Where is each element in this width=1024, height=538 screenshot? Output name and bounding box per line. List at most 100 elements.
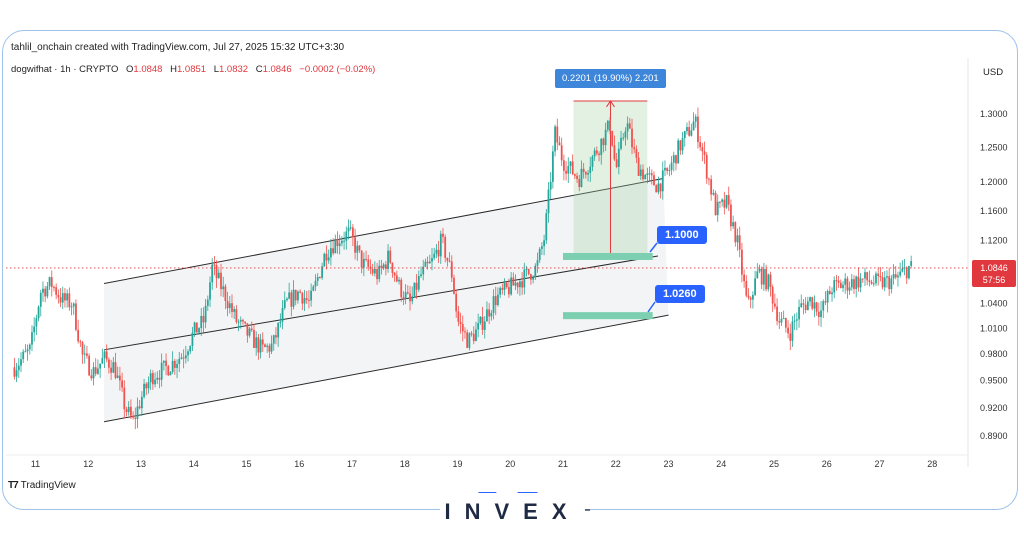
candle-body (92, 367, 95, 379)
candle-body (431, 257, 433, 262)
candle-body (259, 339, 262, 353)
candle-body (611, 130, 614, 146)
candle-body (668, 169, 671, 171)
candle-body (88, 355, 91, 376)
low-value: 1.0832 (218, 64, 249, 75)
candle-body (338, 243, 341, 247)
level-label-upper[interactable]: 1.1000 (657, 226, 707, 244)
level-label-lower[interactable]: 1.0260 (655, 285, 705, 303)
candle-body (754, 278, 756, 295)
candle-body (767, 274, 770, 290)
candle-body (620, 137, 622, 149)
candle-body (382, 264, 385, 268)
candle-body (855, 276, 858, 289)
candle-body (857, 276, 860, 288)
candle-body (837, 280, 840, 283)
candle-body (365, 258, 367, 260)
candle-body (637, 157, 640, 176)
candle-body (853, 279, 855, 289)
candle-body (422, 266, 425, 275)
symbol-label[interactable]: dogwifhat · 1h · CRYPTO (11, 64, 119, 75)
candle-body (758, 268, 761, 272)
candle-body (872, 283, 875, 285)
candle-body (481, 316, 484, 330)
candle-body (584, 172, 587, 175)
candle-body (769, 274, 772, 287)
candle-body (354, 237, 356, 253)
candle-body (512, 277, 515, 286)
measure-label[interactable]: 0.2201 (19.90%) 2.201 (555, 69, 666, 88)
candle-body (749, 297, 752, 300)
candle-body (580, 168, 583, 187)
candle-body (721, 199, 724, 202)
candle-body (527, 268, 530, 275)
candle-body (468, 333, 471, 348)
candle-body (305, 298, 308, 300)
open-value: 1.0848 (133, 64, 163, 75)
candle-body (725, 195, 728, 208)
candle-body (850, 279, 853, 288)
candle-body (415, 282, 418, 290)
candle-body (745, 281, 748, 296)
candle-body (459, 321, 462, 324)
candle-body (160, 362, 163, 380)
candle-body (679, 140, 682, 151)
x-tick-label: 28 (927, 459, 937, 469)
candle-body (461, 323, 464, 332)
candle-body (99, 363, 102, 369)
y-tick-label: 1.2000 (980, 177, 1008, 187)
candle-body (809, 297, 811, 302)
channel-middle-line (103, 255, 659, 351)
tradingview-logo[interactable]: T7 TradingView (8, 480, 76, 491)
candle-body (642, 169, 644, 180)
candle-body (903, 267, 906, 269)
candle-body (90, 375, 93, 379)
ohlc-legend: dogwifhat · 1h · CRYPTO O1.0848 H1.0851 … (11, 64, 375, 75)
candle-body (562, 160, 565, 171)
candle-body (677, 140, 680, 164)
candle-body (811, 297, 814, 309)
target-level-zone (563, 312, 653, 320)
candle-body (97, 368, 99, 374)
candle-body (532, 277, 535, 280)
candle-body (710, 179, 713, 195)
candle-body (169, 372, 172, 376)
candle-body (204, 305, 207, 323)
candle-body (125, 409, 128, 413)
candle-body (743, 274, 746, 282)
candle-body (712, 192, 715, 195)
candle-body (639, 169, 642, 176)
high-key: H (170, 64, 177, 75)
candle-body (681, 138, 684, 151)
candle-body (791, 321, 794, 341)
candle-body (675, 155, 677, 164)
currency-label[interactable]: USD (983, 67, 1004, 78)
candle-body (343, 240, 345, 242)
candle-body (479, 316, 482, 323)
candle-body (523, 269, 526, 288)
level-label-pointer (647, 301, 656, 313)
chart-caption: tahlil_onchain created with TradingView.… (11, 42, 345, 53)
candle-body (556, 126, 559, 143)
x-tick-label: 25 (769, 459, 779, 469)
candle-body (747, 295, 750, 298)
candle-body (202, 315, 205, 323)
candle-body (622, 137, 625, 139)
candle-body (303, 298, 306, 304)
x-tick-label: 13 (136, 459, 146, 469)
candle-body (367, 259, 370, 267)
candle-body (824, 301, 827, 303)
last-price-value: 1.0846 (980, 262, 1008, 273)
candle-body (171, 360, 174, 373)
candle-body (31, 332, 33, 345)
candle-body (373, 269, 376, 274)
candle-body (319, 277, 321, 279)
candle-body (503, 282, 506, 290)
candle-body (477, 322, 480, 330)
candle-body (336, 238, 339, 247)
candle-body (787, 327, 789, 334)
candle-body (376, 269, 378, 280)
candle-body (806, 301, 809, 311)
candle-body (466, 332, 469, 348)
